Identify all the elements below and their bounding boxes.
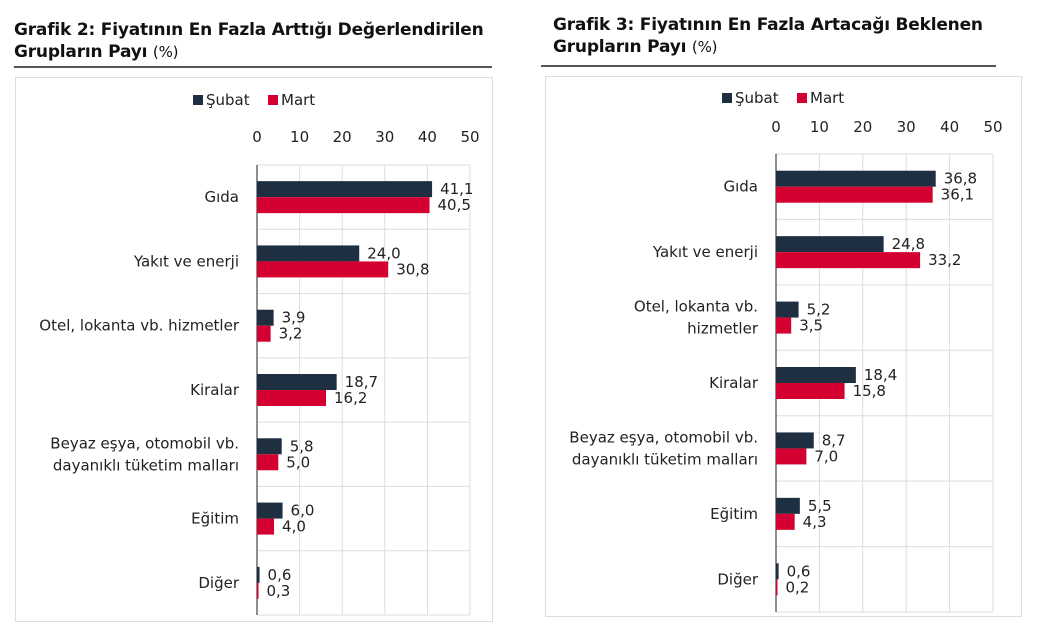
legend-swatch-mart xyxy=(268,95,278,105)
data-label: 4,0 xyxy=(282,518,306,536)
data-label: 24,8 xyxy=(892,235,925,253)
x-tick-label: 10 xyxy=(290,128,309,146)
bar-mart xyxy=(776,317,792,334)
x-tick-label: 0 xyxy=(771,118,781,136)
bar-mart xyxy=(257,454,279,471)
bar-mart xyxy=(776,513,795,530)
bar-mart xyxy=(776,383,845,399)
data-label: 18,7 xyxy=(345,373,378,391)
bar-subat xyxy=(257,374,337,390)
bar-mart xyxy=(257,325,271,342)
bar-subat xyxy=(776,563,779,580)
data-label: 4,3 xyxy=(803,513,827,531)
bar-subat xyxy=(776,236,884,253)
category-label: Kiralar xyxy=(190,381,240,399)
data-label: 24,0 xyxy=(367,244,400,262)
data-label: 0,3 xyxy=(267,582,291,600)
chart-2-frame xyxy=(15,77,493,622)
bar-subat xyxy=(776,170,936,187)
category-label: Gıda xyxy=(204,188,239,206)
bar-mart xyxy=(257,390,327,406)
x-tick-label: 0 xyxy=(252,128,262,146)
bar-mart xyxy=(257,197,430,214)
chart-3-title-rule xyxy=(541,65,996,67)
bar-mart xyxy=(776,579,778,596)
x-tick-label: 50 xyxy=(983,118,1002,136)
data-label: 5,5 xyxy=(808,497,832,515)
bar-mart xyxy=(257,261,389,278)
legend-swatch-subat xyxy=(193,95,203,105)
data-label: 40,5 xyxy=(438,196,471,214)
legend-swatch-subat xyxy=(722,93,732,103)
legend-label: Mart xyxy=(810,89,844,107)
chart-2-title: Grafik 2: Fiyatının En Fazla Arttığı Değ… xyxy=(14,20,484,62)
x-tick-label: 20 xyxy=(853,118,872,136)
x-tick-label: 10 xyxy=(810,118,829,136)
bar-subat xyxy=(776,301,799,318)
data-label: 5,0 xyxy=(286,453,310,471)
legend-label: Mart xyxy=(281,91,315,109)
bar-mart xyxy=(776,448,807,465)
category-label: hizmetler xyxy=(687,320,759,338)
bar-subat xyxy=(257,245,360,262)
category-label: Kiralar xyxy=(709,374,759,392)
x-tick-label: 20 xyxy=(333,128,352,146)
category-label: Beyaz eşya, otomobil vb. xyxy=(50,434,239,452)
category-label: Otel, lokanta vb. xyxy=(634,298,758,316)
data-label: 18,4 xyxy=(864,366,897,384)
data-label: 6,0 xyxy=(291,502,315,520)
legend-swatch-mart xyxy=(797,93,807,103)
x-tick-label: 40 xyxy=(940,118,959,136)
bar-mart xyxy=(257,518,275,535)
x-tick-label: 50 xyxy=(460,128,479,146)
bar-mart xyxy=(776,252,921,269)
category-label: Yakıt ve enerji xyxy=(652,243,758,261)
bar-mart xyxy=(257,582,259,599)
data-label: 41,1 xyxy=(440,180,473,198)
data-label: 3,9 xyxy=(282,309,306,327)
data-label: 30,8 xyxy=(396,260,429,278)
data-label: 36,1 xyxy=(941,186,974,204)
x-tick-label: 40 xyxy=(418,128,437,146)
legend-label: Şubat xyxy=(735,89,779,107)
category-label: dayanıklı tüketim malları xyxy=(53,456,239,474)
bar-subat xyxy=(257,438,282,455)
data-label: 5,2 xyxy=(807,301,831,319)
category-label: Gıda xyxy=(723,178,758,196)
bar-subat xyxy=(776,432,814,449)
category-label: Beyaz eşya, otomobil vb. xyxy=(569,428,758,446)
data-label: 15,8 xyxy=(853,382,886,400)
legend-label: Şubat xyxy=(206,91,250,109)
bar-subat xyxy=(257,566,260,583)
data-label: 33,2 xyxy=(928,251,961,269)
chart-2-title-rule xyxy=(14,66,492,68)
data-label: 5,8 xyxy=(290,437,314,455)
x-tick-label: 30 xyxy=(897,118,916,136)
data-label: 3,5 xyxy=(799,317,823,335)
bar-mart xyxy=(776,186,933,203)
bar-subat xyxy=(776,367,856,383)
chart-3-title: Grafik 3: Fiyatının En Fazla Artacağı Be… xyxy=(553,15,983,57)
data-label: 0,6 xyxy=(787,562,811,580)
category-label: Eğitim xyxy=(191,510,239,528)
category-label: Eğitim xyxy=(710,505,758,523)
bar-subat xyxy=(257,181,433,198)
category-label: Diğer xyxy=(717,570,758,588)
data-label: 0,6 xyxy=(268,566,292,584)
data-label: 3,2 xyxy=(279,325,303,343)
bar-subat xyxy=(776,497,800,514)
bar-subat xyxy=(257,502,283,519)
category-label: Otel, lokanta vb. hizmetler xyxy=(39,317,240,335)
bar-subat xyxy=(257,309,274,326)
category-label: Yakıt ve enerji xyxy=(133,252,239,270)
category-label: dayanıklı tüketim malları xyxy=(572,450,758,468)
data-label: 7,0 xyxy=(814,447,838,465)
category-label: Diğer xyxy=(198,574,239,592)
data-label: 36,8 xyxy=(944,170,977,188)
data-label: 8,7 xyxy=(822,431,846,449)
data-label: 0,2 xyxy=(786,578,810,596)
x-tick-label: 30 xyxy=(375,128,394,146)
data-label: 16,2 xyxy=(334,389,367,407)
